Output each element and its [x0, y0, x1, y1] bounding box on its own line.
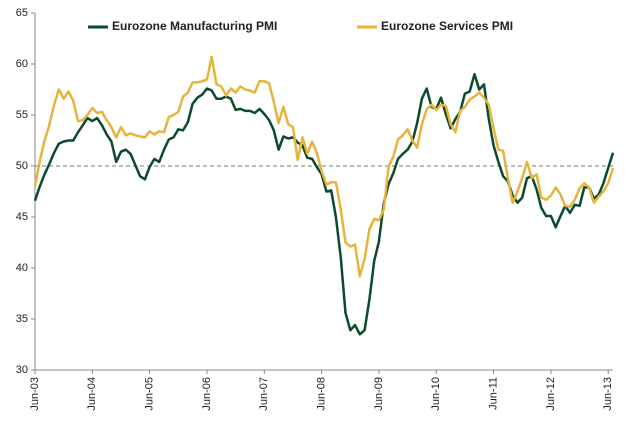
legend-label: Eurozone Manufacturing PMI [112, 19, 277, 33]
y-tick-label: 40 [16, 262, 28, 274]
x-tick-label: Jun-10 [430, 377, 442, 411]
x-tick-label: Jun-03 [29, 377, 41, 411]
x-tick-label: Jun-08 [316, 377, 328, 411]
x-tick-label: Jun-06 [201, 377, 213, 411]
x-tick-label: Jun-09 [373, 377, 385, 411]
y-tick-label: 30 [16, 364, 28, 376]
x-tick-label: Jun-04 [86, 377, 98, 411]
series-line [33, 55, 615, 278]
x-tick-label: Jun-05 [144, 377, 156, 411]
y-tick-label: 50 [16, 160, 28, 172]
series-line [33, 72, 615, 336]
y-tick-label: 45 [16, 211, 28, 223]
y-tick-label: 55 [16, 109, 28, 121]
y-tick-label: 35 [16, 313, 28, 325]
y-tick-label: 60 [16, 58, 28, 70]
x-tick-label: Jun-07 [258, 377, 270, 411]
x-tick-label: Jun-11 [487, 377, 499, 410]
y-tick-label: 65 [16, 7, 28, 19]
x-tick-label: Jun-13 [602, 377, 614, 411]
x-tick-label: Jun-12 [545, 377, 557, 411]
legend-label: Eurozone Services PMI [381, 19, 513, 33]
